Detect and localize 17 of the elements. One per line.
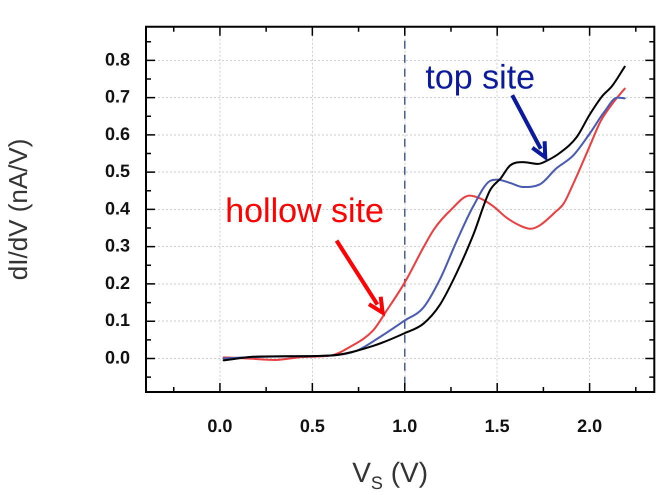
y-tick-label: 0.4 (104, 198, 130, 218)
annotation: hollow site (225, 192, 384, 230)
x-tick-label: 2.0 (577, 416, 602, 436)
y-tick-label: 0.7 (104, 86, 130, 107)
x-tick-label: 0.0 (207, 416, 232, 436)
x-tick-label: 1.5 (484, 416, 510, 436)
x-tick-label: 0.5 (300, 416, 325, 436)
y-tick-label: 0.5 (104, 161, 130, 182)
y-tick-label: 0.0 (104, 347, 130, 368)
y-tick-label: 0.2 (104, 272, 130, 293)
y-tick-label: 0.1 (104, 310, 130, 330)
annotation: top site (425, 58, 536, 97)
y-axis-title: dI/dV (nA/V) (2, 138, 33, 280)
y-tick-label: 0.8 (104, 49, 130, 70)
x-tick-label: 1.0 (392, 416, 418, 436)
y-tick-label: 0.3 (104, 236, 130, 256)
y-tick-label: 0.6 (104, 124, 130, 144)
